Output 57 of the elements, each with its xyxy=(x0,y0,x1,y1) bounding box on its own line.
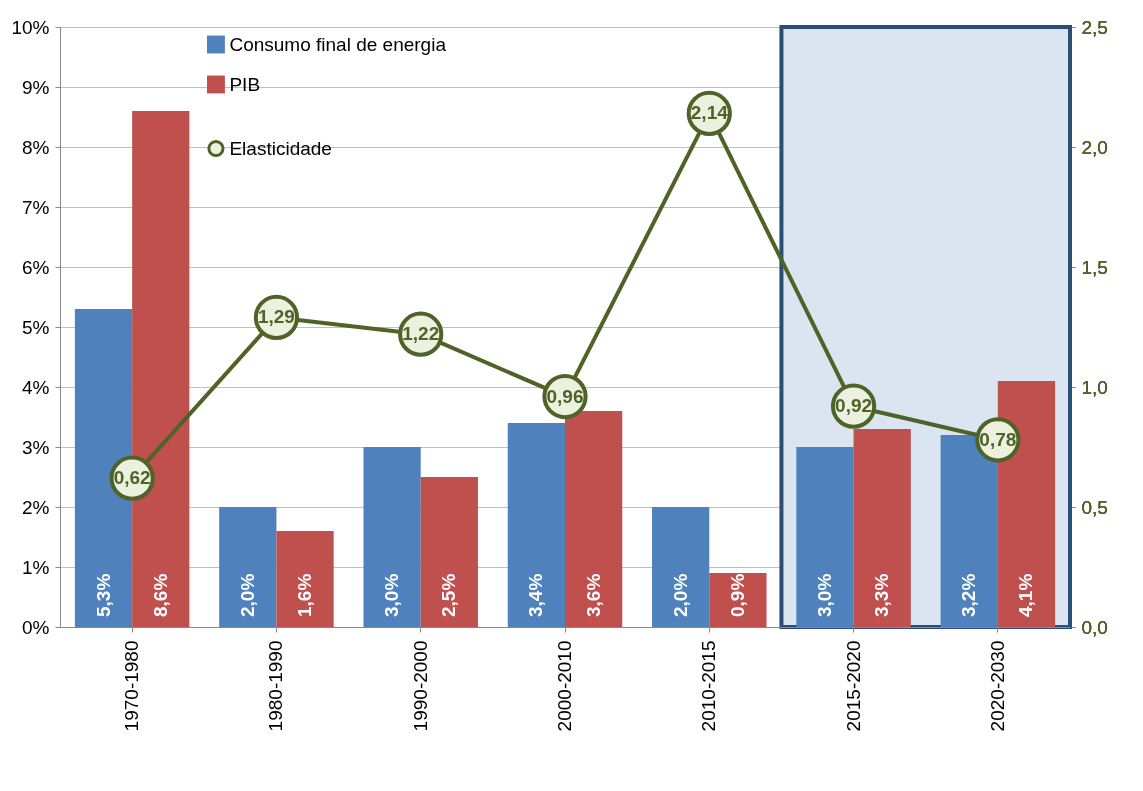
x-tick-label: 1990-2000 xyxy=(409,640,431,732)
y-tick-label: 3% xyxy=(22,436,50,458)
data-label: 1,29 xyxy=(257,306,295,328)
bar xyxy=(363,447,421,627)
y2-tick-label: 0,5 xyxy=(1081,496,1108,518)
y-tick-label: 6% xyxy=(22,256,50,278)
data-label: 2,5% xyxy=(438,573,460,617)
y-tick-label: 4% xyxy=(22,376,50,398)
bar xyxy=(565,411,623,627)
bar xyxy=(420,477,478,627)
bar xyxy=(276,531,334,627)
y2-tick-label: 0,0 xyxy=(1081,616,1108,638)
x-tick-label: 2000-2010 xyxy=(554,640,575,732)
data-label: 0,78 xyxy=(979,428,1017,450)
x-tick-label: 1980-1990 xyxy=(265,640,287,732)
bar xyxy=(796,447,854,627)
y2-tick-label: 2,0 xyxy=(1081,136,1108,158)
y-tick-label: 10% xyxy=(11,16,50,38)
data-label: 1,22 xyxy=(402,323,440,345)
data-label: 3,0% xyxy=(381,573,403,617)
data-label: 5,3% xyxy=(92,573,114,617)
x-tick-label: 2015-2020 xyxy=(842,640,864,732)
data-label: 2,0% xyxy=(236,573,258,617)
y-tick-label: 7% xyxy=(22,196,50,218)
y-tick-label: 9% xyxy=(22,76,50,98)
y-tick-label: 5% xyxy=(22,316,50,338)
data-label: 3,6% xyxy=(582,573,604,617)
data-label: 3,4% xyxy=(525,573,547,617)
bar xyxy=(219,507,277,627)
data-label: 8,6% xyxy=(149,573,171,617)
y-tick-label: 1% xyxy=(22,556,50,578)
y-tick-label: 2% xyxy=(22,496,50,518)
x-tick-label: 1970-1980 xyxy=(121,640,143,732)
data-label: 0,92 xyxy=(835,395,873,417)
data-label: 3,3% xyxy=(871,573,893,617)
legend-label: Elasticidade xyxy=(229,137,332,159)
data-label: 0,62 xyxy=(113,467,151,489)
legend-label: PIB xyxy=(229,73,261,95)
y2-tick-label: 1,0 xyxy=(1081,376,1108,398)
data-label: 3,2% xyxy=(958,573,980,617)
bar xyxy=(652,507,710,627)
data-label: 2,14 xyxy=(690,102,729,124)
data-label: 0,96 xyxy=(546,385,584,407)
data-label: 3,0% xyxy=(813,573,835,617)
data-label: 1,6% xyxy=(294,573,316,617)
y2-tick-label: 1,5 xyxy=(1081,256,1108,278)
x-tick-label: 2020-2030 xyxy=(986,640,1008,732)
data-label: 2,0% xyxy=(669,573,691,617)
bar xyxy=(853,429,911,627)
y2-tick-label: 2,5 xyxy=(1081,16,1108,38)
y-tick-label: 0% xyxy=(22,616,50,638)
legend-label: Consumo final de energia xyxy=(229,33,447,55)
x-tick-label: 2010-2015 xyxy=(698,640,720,732)
bar xyxy=(507,423,565,627)
y-tick-label: 8% xyxy=(22,136,50,158)
data-label: 0,9% xyxy=(726,573,748,617)
data-label: 4,1% xyxy=(1015,573,1037,617)
